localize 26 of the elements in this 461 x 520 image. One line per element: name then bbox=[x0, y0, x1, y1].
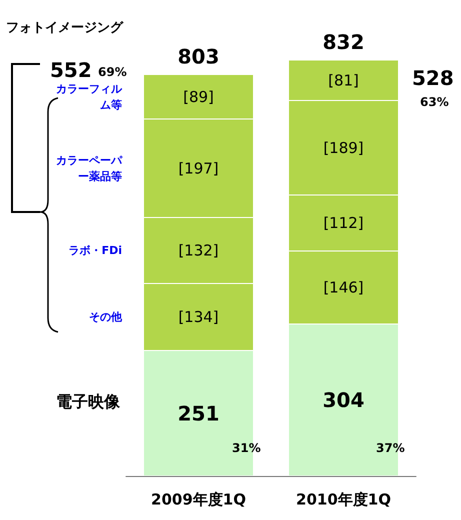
data-label: 304 bbox=[322, 388, 364, 412]
annotation: 31% bbox=[232, 441, 261, 455]
data-label: [134] bbox=[178, 308, 219, 326]
data-label: [132] bbox=[178, 242, 219, 260]
data-label: [189] bbox=[323, 138, 364, 157]
text: 63% bbox=[420, 95, 449, 109]
series-label: カラーフィルム等 bbox=[56, 82, 123, 112]
series-label: 電子映像 bbox=[56, 392, 121, 411]
total-label: 832 bbox=[322, 30, 364, 54]
series-label: ラボ・FDi bbox=[68, 244, 122, 257]
data-label: [89] bbox=[183, 88, 214, 106]
x-tick-label: 2010年度1Q bbox=[296, 490, 391, 508]
series-label: その他 bbox=[89, 310, 123, 324]
annotation: 528 bbox=[412, 66, 454, 90]
annotation: 69% bbox=[98, 65, 127, 79]
text: フォトイメージング bbox=[6, 20, 124, 36]
data-label: [146] bbox=[323, 278, 364, 296]
data-label: [197] bbox=[178, 159, 219, 178]
data-label: [112] bbox=[323, 214, 364, 232]
data-label: [81] bbox=[328, 71, 359, 90]
text: 552 bbox=[50, 58, 92, 82]
annotation: 37% bbox=[376, 441, 405, 455]
total-label: 803 bbox=[178, 44, 220, 68]
data-label: 251 bbox=[178, 401, 220, 426]
x-tick-label: 2009年度1Q bbox=[151, 490, 246, 508]
series-label: カラーペーパー薬品等 bbox=[56, 154, 123, 183]
